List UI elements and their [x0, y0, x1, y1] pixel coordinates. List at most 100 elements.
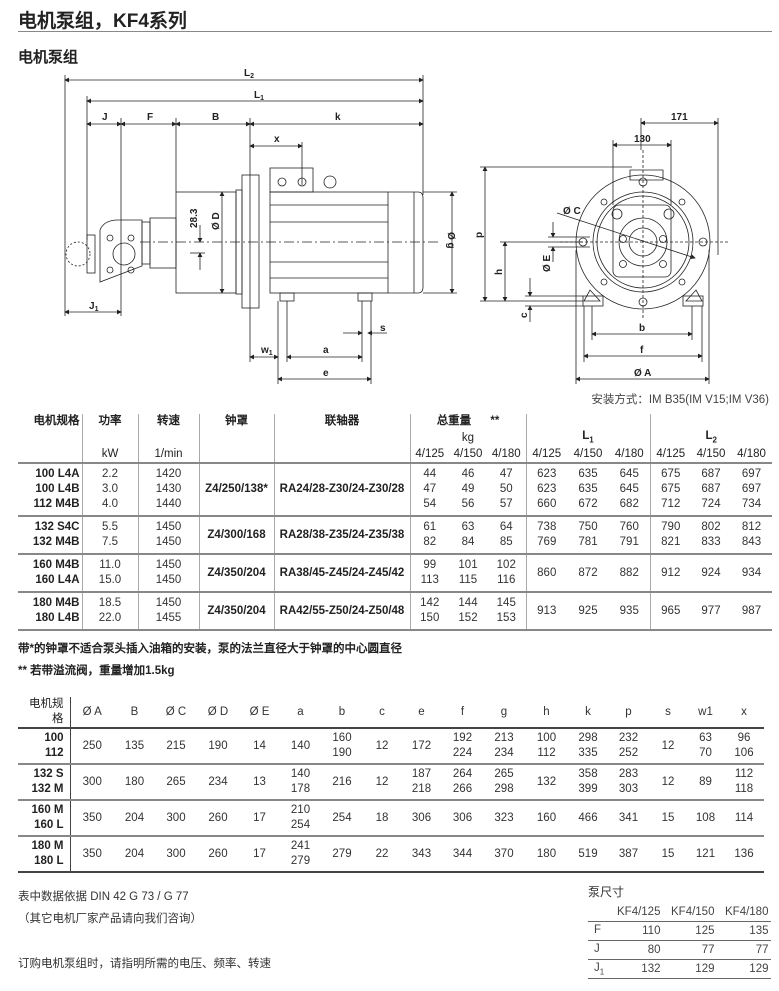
motor-pump-table: 电机规格 功率 转速 钟罩 联轴器 总重量 ** kg L1 L2 kW 1/m… [18, 414, 772, 632]
cell-line: 645 [619, 468, 639, 481]
cell-line: 224 [452, 747, 473, 759]
cell-line: 241 [290, 840, 311, 852]
header-bell: 钟罩 [199, 414, 275, 429]
cell-line: 44 [423, 468, 437, 481]
dimension-cell: 265 298 [483, 764, 525, 801]
label-c: c [519, 312, 530, 318]
cell-line: 180 M [31, 840, 64, 852]
header-size: 4/150 [573, 448, 603, 461]
header-size: 4/125 [532, 448, 562, 461]
header-col: h [525, 697, 568, 729]
header-size: 4/125 [656, 448, 686, 461]
dimension-cell: 160 [525, 800, 568, 837]
label-s: s [380, 323, 386, 334]
dimension-cell: 12 [363, 728, 401, 765]
cell-line: 204 [124, 847, 145, 860]
title-divider [18, 31, 772, 32]
dimension-cell: 232 252 [608, 728, 649, 765]
dimension-cell: 15 [649, 836, 687, 873]
L2-cell: 790 821 [650, 515, 691, 555]
header-power-unit: kW [82, 447, 139, 464]
cell-line: 254 [290, 819, 311, 831]
label-g: Ø g [445, 232, 456, 249]
cell-line: 399 [578, 783, 598, 795]
row-label: J1 [588, 959, 614, 979]
cell-line: 697 [741, 468, 762, 481]
cell-line: 46 [461, 468, 475, 481]
cell-line: 180 L4B [35, 612, 80, 625]
cell-line: 987 [741, 604, 762, 617]
header-col: e [401, 697, 442, 729]
header-speed: 转速 [138, 414, 200, 429]
cell-line: 102 [496, 559, 516, 572]
cell-line: 335 [578, 747, 598, 759]
cell-line: 216 [332, 775, 352, 788]
cell-line: 724 [701, 498, 721, 511]
cell-line: 192 [452, 732, 473, 744]
label-A: Ø A [634, 368, 651, 379]
header-size: 4/180 [487, 447, 527, 464]
cell-line: 144 [458, 597, 478, 610]
cell-line: 132 M4B [32, 536, 80, 549]
cell-line: 187 [411, 768, 432, 780]
cell-line: 350 [82, 847, 102, 860]
cell-line: 924 [701, 566, 721, 579]
cell-line: 370 [494, 847, 514, 860]
cell-line: 934 [741, 566, 762, 579]
cell-line: 180 L [34, 855, 64, 867]
L1-cell: 623 623 660 [526, 462, 567, 517]
L2-cell: 802 833 [691, 515, 731, 555]
bell-cell: Z4/350/204 [199, 591, 275, 632]
cell-line: 204 [124, 811, 145, 824]
table-row: 160 M4B 160 L4A 11.0 15.0 1450 1450 Z4/350/204… [18, 553, 772, 593]
cell-line: 697 [741, 483, 762, 496]
dimension-cell: 306 [442, 800, 483, 837]
dimension-cell: 172 [401, 728, 442, 765]
spec-cell: 132 S4C 132 M4B [18, 515, 83, 555]
dimension-cell: 204 [114, 800, 155, 837]
cell-line: 121 [695, 847, 716, 860]
dimension-cell: 63 70 [687, 728, 724, 765]
header-L2: L2 [705, 430, 717, 445]
cell-line: 17 [253, 847, 266, 860]
cell-line: 215 [166, 739, 186, 752]
dimension-cell: 89 [687, 764, 724, 801]
weight-cell: 99 113 [410, 553, 449, 593]
cell-line: 1450 [155, 559, 182, 572]
header-col: KF4/180 [725, 906, 769, 918]
cell-line: 47 [499, 468, 513, 481]
header-col: 电机规格 [18, 697, 71, 729]
table-row: 180 M4B 180 L4B 18.5 22.0 1450 1455 Z4/350/204… [18, 591, 772, 632]
coupling-cell: RA42/55-Z50/24-Z50/48 [274, 591, 411, 632]
cell-line: 260 [208, 847, 228, 860]
dimension-cell: 12 [649, 728, 687, 765]
cell-line: 56 [461, 498, 475, 511]
L1-cell: 645 645 682 [609, 462, 651, 517]
cell-line: 4.0 [102, 498, 118, 511]
spec-cell: 160 M 160 L [18, 800, 71, 837]
L2-cell: 697 697 734 [731, 462, 772, 517]
dimension-cell: 204 [114, 836, 155, 873]
L2-cell: 675 675 712 [650, 462, 691, 517]
cell-line: 116 [497, 574, 516, 587]
cell-line: 142 [420, 597, 440, 610]
cell-line: 781 [578, 536, 598, 549]
cell-line: 358 [578, 768, 598, 780]
dimension-cell: 265 [155, 764, 197, 801]
cell-line: 85 [499, 536, 513, 549]
cell-line: 343 [411, 847, 432, 860]
spec-cell: 132 S 132 M [18, 764, 71, 801]
section-title: 电机泵组 [18, 49, 79, 66]
table-row: 100 112 250 135 215 190 14 140 160 190 12 172 192 224… [18, 728, 764, 765]
label-subscript: 1 [599, 967, 605, 977]
cell-line: 172 [411, 739, 432, 752]
dimension-cell: 306 [401, 800, 442, 837]
weight-cell: 145 153 [487, 591, 527, 632]
bell-cell: Z4/250/138* [199, 462, 275, 517]
cell-line: 623 [537, 483, 557, 496]
dimension-cell: 519 [568, 836, 608, 873]
header-speed-unit: 1/min [138, 447, 200, 464]
cell-line: 265 [166, 775, 186, 788]
dimension-cell: 323 [483, 800, 525, 837]
